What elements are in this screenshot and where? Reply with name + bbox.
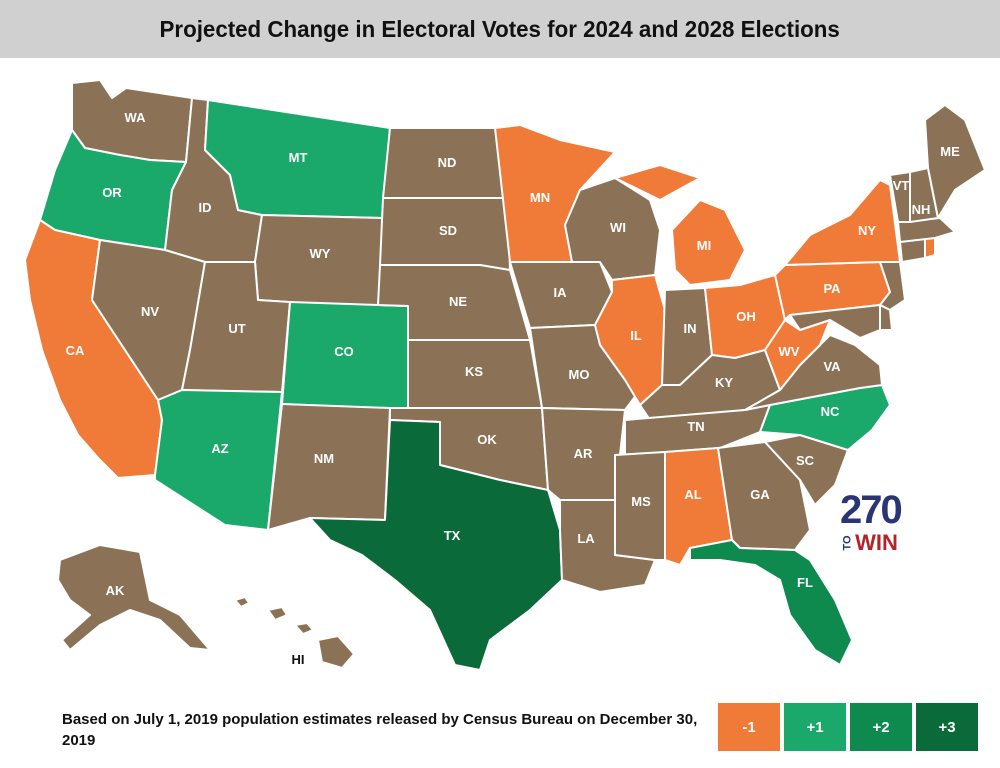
270towin-logo: 270 TOWIN [840, 490, 920, 556]
state-ME[interactable] [924, 104, 986, 219]
label-WA: WA [125, 110, 147, 125]
label-OR: OR [102, 185, 122, 200]
label-MT: MT [289, 150, 308, 165]
label-KS: KS [465, 364, 483, 379]
label-ME: ME [940, 144, 960, 159]
label-OH: OH [736, 309, 756, 324]
label-CA: CA [66, 343, 85, 358]
us-map: WA OR CA ID NV MT WY UT AZ CO NM ND SD N… [24, 79, 986, 671]
label-NE: NE [449, 294, 467, 309]
label-NV: NV [141, 304, 159, 319]
label-CO: CO [334, 344, 354, 359]
label-NM: NM [314, 451, 334, 466]
label-KY: KY [715, 375, 733, 390]
state-labels: WA OR CA ID NV MT WY UT AZ CO NM ND SD N… [66, 110, 960, 667]
label-PA: PA [823, 281, 841, 296]
label-FL: FL [797, 575, 813, 590]
source-footnote: Based on July 1, 2019 population estimat… [62, 711, 698, 749]
label-ID: ID [199, 200, 212, 215]
label-LA: LA [577, 531, 595, 546]
state-MI[interactable] [614, 164, 746, 286]
label-VA: VA [823, 359, 841, 374]
label-SD: SD [439, 223, 457, 238]
label-VT: VT [893, 178, 910, 193]
state-WY[interactable] [254, 214, 384, 309]
logo-number: 270 [840, 488, 903, 532]
logo-word: WIN [855, 530, 898, 555]
label-AR: AR [574, 446, 593, 461]
label-IA: IA [554, 285, 568, 300]
label-IL: IL [630, 328, 642, 343]
label-TN: TN [687, 419, 704, 434]
label-GA: GA [750, 487, 770, 502]
legend-item-plus2: +2 [850, 703, 912, 751]
logo-small-text: TO [841, 535, 854, 551]
label-MO: MO [569, 367, 590, 382]
label-AK: AK [106, 583, 125, 598]
state-RI[interactable] [924, 237, 936, 259]
label-MN: MN [530, 190, 550, 205]
state-AK[interactable] [57, 544, 211, 651]
state-AZ[interactable] [154, 389, 283, 531]
title-bar: Projected Change in Electoral Votes for … [0, 0, 1000, 58]
legend-item-minus1: -1 [718, 703, 780, 751]
label-WY: WY [310, 246, 331, 261]
label-AZ: AZ [211, 441, 228, 456]
label-ND: ND [438, 155, 457, 170]
label-NH: NH [912, 202, 931, 217]
label-AL: AL [684, 487, 701, 502]
label-HI: HI [292, 652, 305, 667]
label-TX: TX [444, 528, 461, 543]
label-WI: WI [610, 220, 626, 235]
state-TX[interactable] [309, 419, 563, 671]
label-NY: NY [858, 223, 876, 238]
legend-item-plus1: +1 [784, 703, 846, 751]
state-WV[interactable] [764, 319, 831, 391]
label-WV: WV [779, 344, 800, 359]
map-title: Projected Change in Electoral Votes for … [159, 15, 841, 42]
label-IN: IN [684, 321, 697, 336]
label-UT: UT [228, 321, 245, 336]
state-MD[interactable] [789, 304, 881, 339]
label-MI: MI [697, 238, 711, 253]
legend-item-plus3: +3 [916, 703, 978, 751]
logo-word-row: TOWIN [840, 530, 920, 556]
label-OK: OK [477, 432, 497, 447]
legend: -1 +1 +2 +3 [718, 703, 978, 751]
label-NC: NC [821, 404, 840, 419]
state-MS[interactable] [614, 451, 666, 561]
state-IL[interactable] [594, 274, 666, 406]
state-HI[interactable] [234, 596, 355, 669]
state-NM[interactable] [267, 403, 391, 531]
label-SC: SC [796, 453, 815, 468]
label-MS: MS [631, 494, 651, 509]
state-NY[interactable] [784, 179, 901, 266]
state-FL[interactable] [689, 539, 853, 666]
